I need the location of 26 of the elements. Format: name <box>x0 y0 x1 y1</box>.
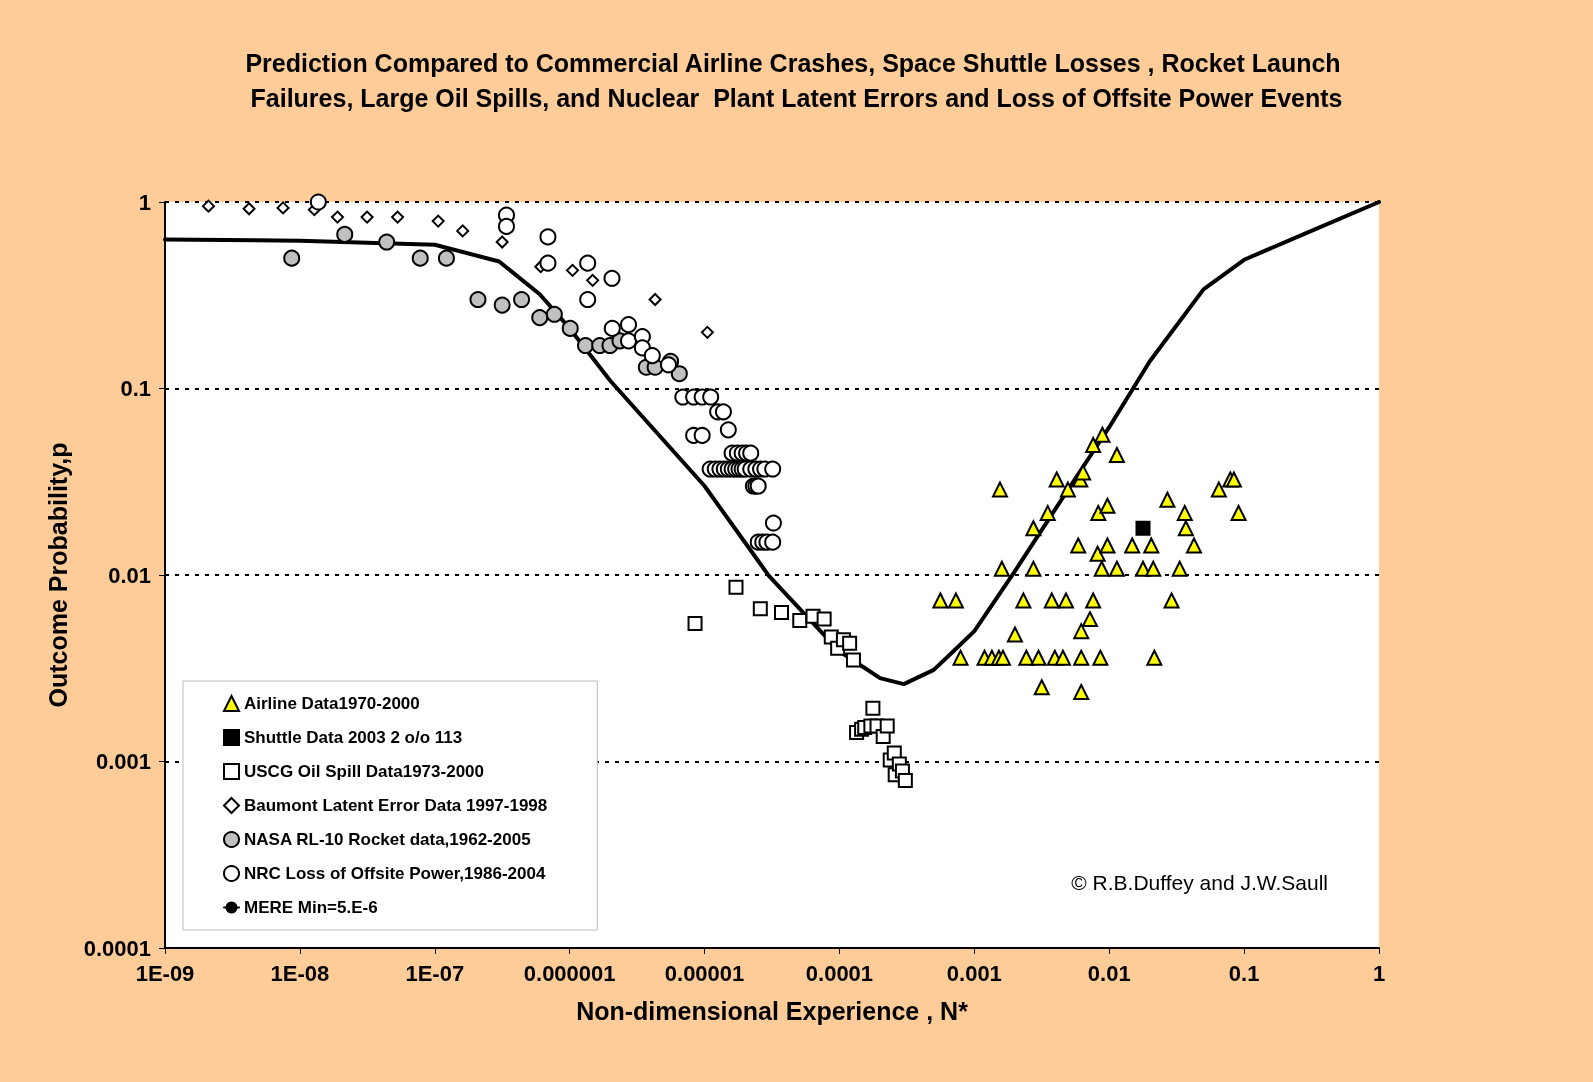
x-axis-title: Non-dimensional Experience , N* <box>576 996 969 1025</box>
legend-label: Baumont Latent Error Data 1997-1998 <box>244 796 548 815</box>
x-tick-label: 1E-08 <box>270 960 330 986</box>
x-tick-label: 0.0001 <box>805 960 874 986</box>
legend-label: NASA RL-10 Rocket data,1962-2005 <box>244 830 531 849</box>
annotation: © R.B.Duffey and J.W.Saull <box>1071 871 1329 894</box>
x-tick-label: 0.001 <box>946 960 1002 986</box>
y-tick-label: 0.0001 <box>83 935 151 961</box>
x-tick-label: 1E-07 <box>405 960 465 986</box>
legend-label: MERE Min=5.E-6 <box>244 898 378 917</box>
y-tick-label: 0.01 <box>108 562 151 588</box>
legend-label: USCG Oil Spill Data1973-2000 <box>244 762 484 781</box>
legend-label: Shuttle Data 2003 2 o/o 113 <box>244 728 463 747</box>
y-tick-label: 1 <box>138 189 151 215</box>
y-tick-label: 0.1 <box>120 376 151 401</box>
chart-title: Prediction Compared to Commercial Airline Crashes, Space Shuttle Losses , Rocket Launch Failures, Large Oil Spills, and Nuclear Plant Latent Errors and Loss of Offsite Power Events <box>245 48 1348 112</box>
x-tick-label: 0.01 <box>1087 960 1131 986</box>
legend-label: Airline Data1970-2000 <box>244 694 420 713</box>
x-tick-label: 0.1 <box>1228 960 1260 986</box>
x-tick-label: 1E-09 <box>135 960 195 986</box>
y-axis-title: Outcome Probability,p <box>43 442 72 708</box>
x-tick-label: 0.00001 <box>664 960 745 986</box>
x-tick-label: 1 <box>1372 960 1386 986</box>
x-tick-label: 0.000001 <box>523 960 616 986</box>
y-tick-label: 0.001 <box>95 749 151 774</box>
legend-label: NRC Loss of Offsite Power,1986-2004 <box>244 864 546 883</box>
